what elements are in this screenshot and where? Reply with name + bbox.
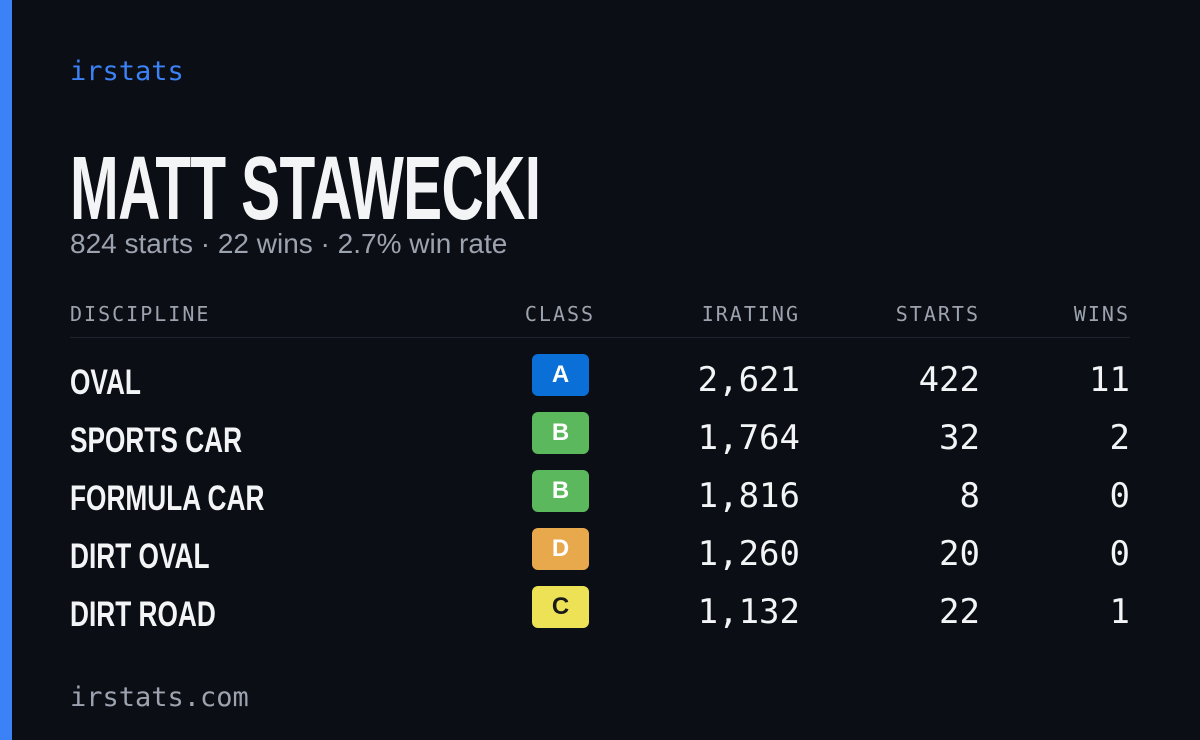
summary: 824 starts · 22 wins · 2.7% win rate <box>70 228 508 259</box>
irating: 1,132 <box>697 592 800 632</box>
column-header: STARTS <box>895 302 980 326</box>
discipline: FORMULA CAR <box>70 479 265 518</box>
discipline: OVAL <box>70 363 141 402</box>
discipline: SPORTS CAR <box>70 421 243 460</box>
column-header: CLASS <box>524 302 596 326</box>
irating: 2,621 <box>697 360 800 400</box>
class-badge: B <box>532 412 589 454</box>
wins: 2 <box>1109 418 1130 458</box>
irating: 1,816 <box>697 476 800 516</box>
footer: irstats.com <box>70 682 249 713</box>
irating: 1,764 <box>697 418 800 458</box>
column-header: WINS <box>1073 302 1130 326</box>
player-name: MATT STAWECKI <box>70 139 541 239</box>
wins: 0 <box>1109 476 1130 516</box>
starts: 20 <box>939 534 980 574</box>
column-header: IRATING <box>701 302 800 326</box>
wins: 1 <box>1109 592 1130 632</box>
wins: 0 <box>1109 534 1130 574</box>
starts: 32 <box>939 418 980 458</box>
discipline: DIRT ROAD <box>70 595 216 634</box>
discipline: DIRT OVAL <box>70 537 210 576</box>
header-rule <box>70 337 1130 338</box>
column-header: DISCIPLINE <box>70 302 211 326</box>
starts: 22 <box>939 592 980 632</box>
class-badge: B <box>532 470 589 512</box>
irating: 1,260 <box>697 534 800 574</box>
starts: 422 <box>918 360 980 400</box>
starts: 8 <box>959 476 980 516</box>
class-badge: D <box>532 528 589 570</box>
wins: 11 <box>1089 360 1130 400</box>
class-badge: C <box>532 586 589 628</box>
accent-bar <box>0 0 12 740</box>
class-badge: A <box>532 354 589 396</box>
brand: irstats <box>70 56 184 87</box>
